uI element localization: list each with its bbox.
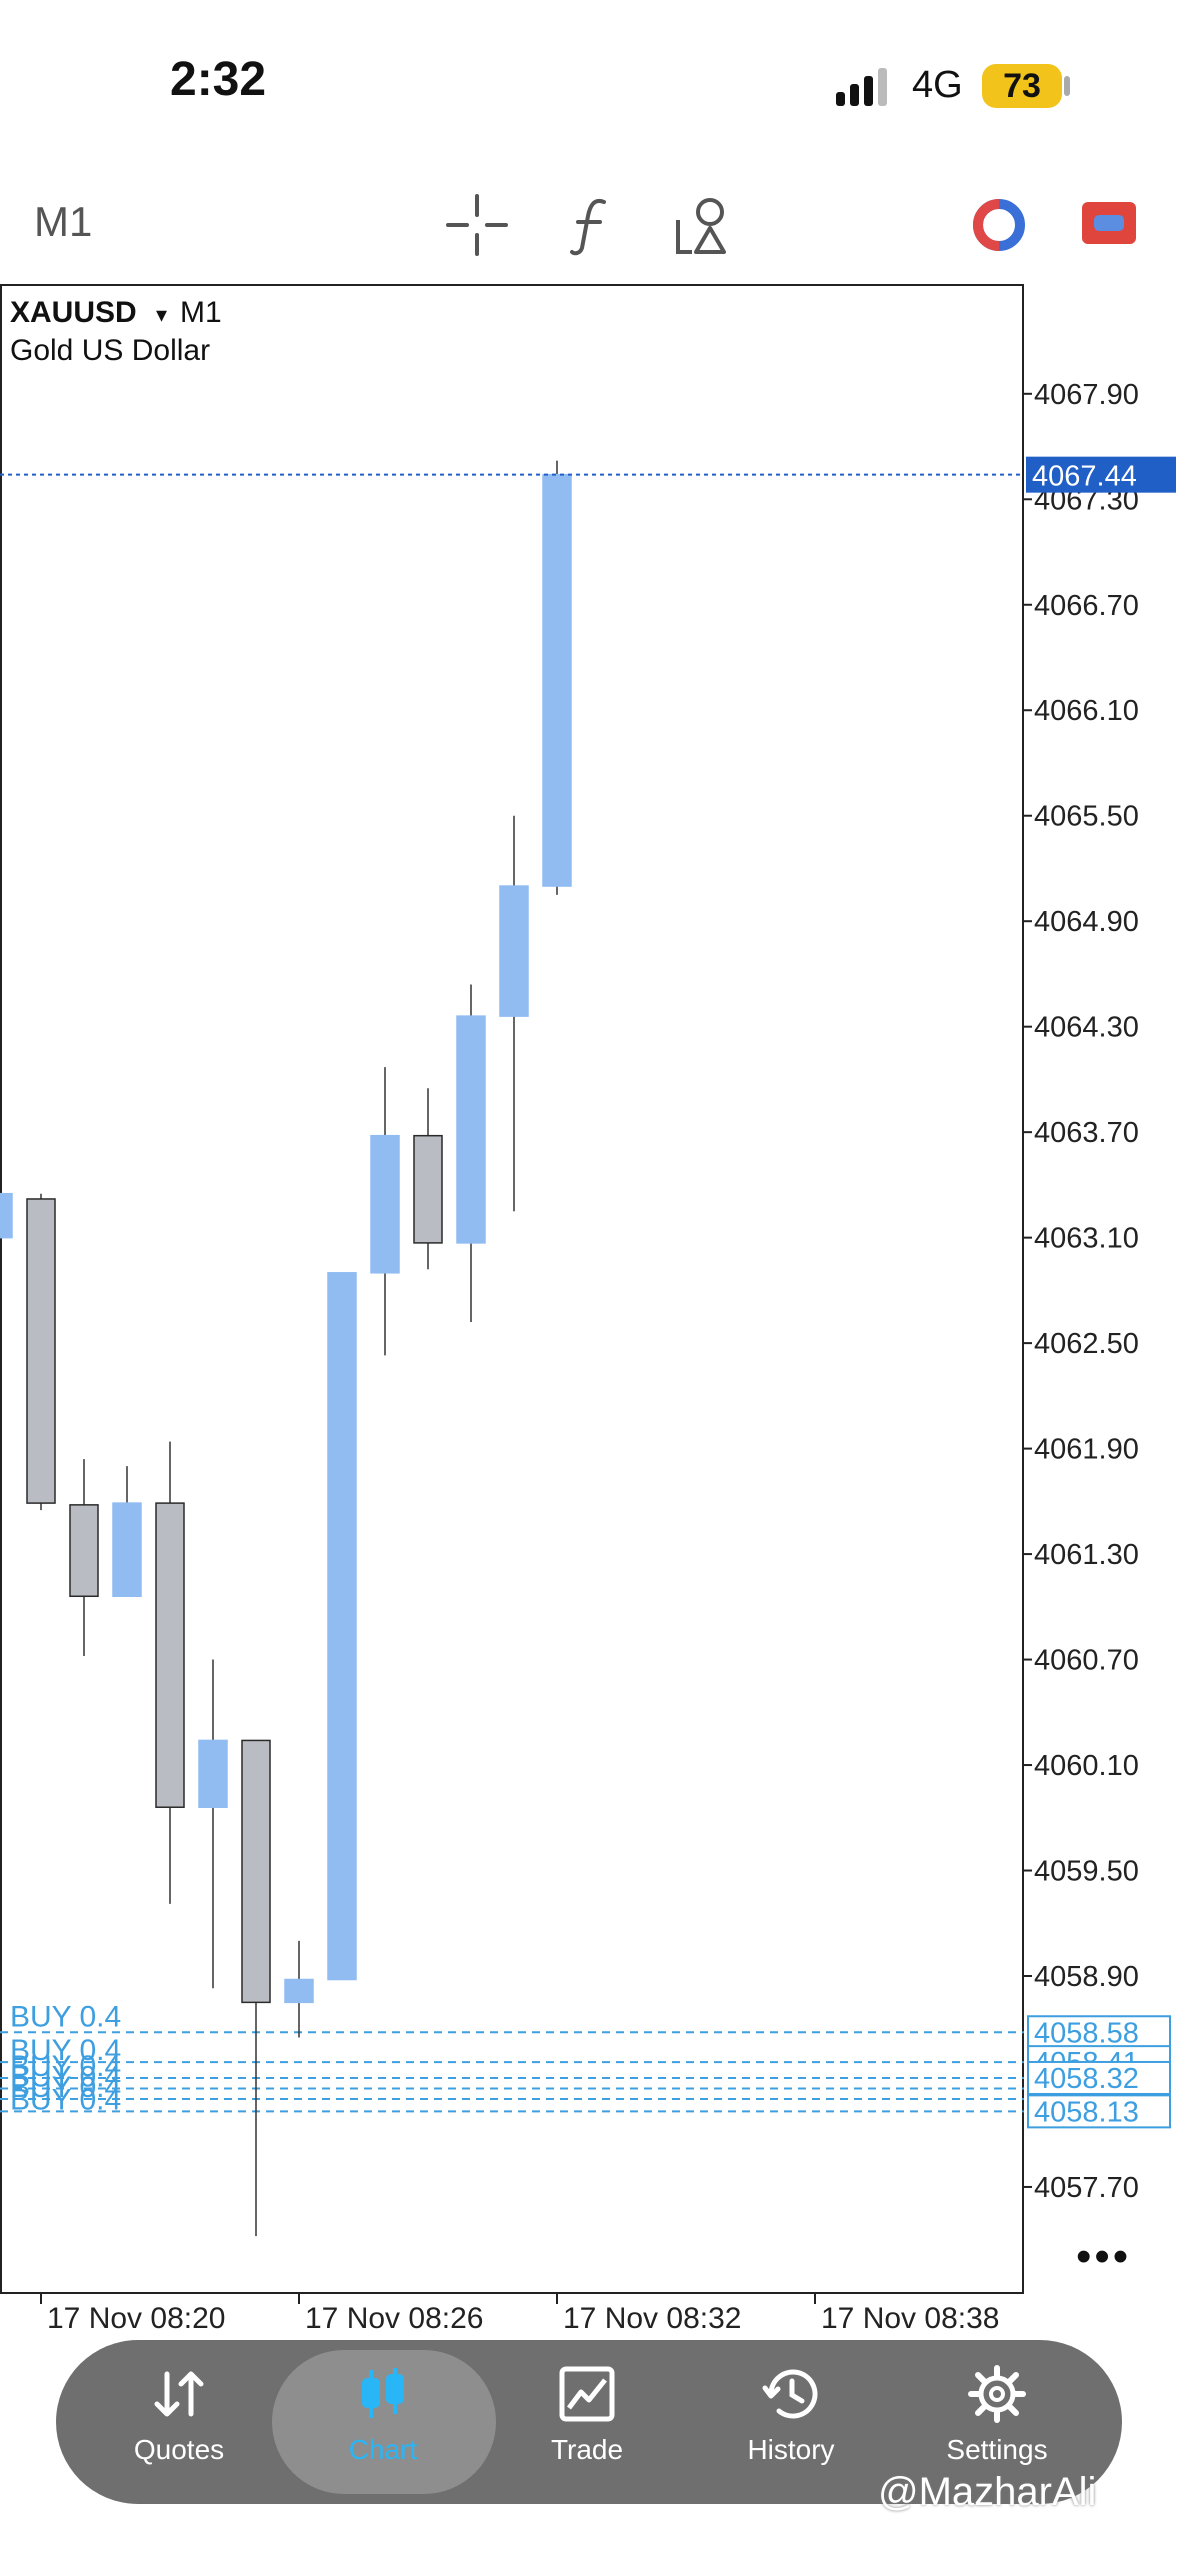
- candle-body: [0, 1192, 13, 1239]
- y-tick-label: 4067.90: [1034, 379, 1139, 411]
- battery-cap: [1064, 76, 1070, 96]
- battery-level: 73: [1003, 67, 1041, 105]
- order-line-label: BUY 0.4: [10, 2050, 121, 2083]
- candles-icon: [362, 2368, 404, 2418]
- nav-trade[interactable]: Trade: [492, 2354, 682, 2494]
- function-icon[interactable]: [556, 190, 626, 260]
- clock-icon: [762, 2369, 818, 2419]
- candle-body: [112, 1502, 142, 1598]
- candle-body: [155, 1502, 185, 1808]
- y-tick-label: 4065.50: [1034, 801, 1139, 833]
- nav-quotes[interactable]: Quotes: [84, 2354, 274, 2494]
- y-tick-label: 4064.90: [1034, 906, 1139, 938]
- network-type: 4G: [912, 64, 963, 106]
- symbol-dropdown-icon[interactable]: ▾: [156, 302, 168, 327]
- order-price-box: [1027, 2094, 1171, 2129]
- nav-settings[interactable]: Settings: [902, 2354, 1092, 2494]
- watermark: @MazharAli: [878, 2470, 1097, 2514]
- more-options-icon[interactable]: •••: [1076, 2232, 1132, 2281]
- battery-icon: 73: [982, 64, 1062, 108]
- nav-quotes-label: Quotes: [133, 2434, 225, 2465]
- order-price-label: 4058.32: [1034, 2063, 1139, 2095]
- candle-body: [370, 1134, 400, 1274]
- candle-body: [456, 1015, 486, 1244]
- y-tick-label: 4061.30: [1034, 1539, 1139, 1571]
- order-line-label: BUY 0.4: [10, 2071, 121, 2104]
- timeframe-button[interactable]: M1: [34, 198, 93, 245]
- y-tick-label: 4063.10: [1034, 1223, 1139, 1255]
- order-price-label: 4058.13: [1034, 2096, 1139, 2128]
- order-price-label: 4058.58: [1034, 2017, 1139, 2049]
- nav-history-label: History: [747, 2434, 835, 2465]
- order-line-label: BUY 0.4: [10, 2000, 121, 2033]
- chart-frame[interactable]: [0, 284, 1024, 2294]
- x-tick-label: 17 Nov 08:38: [821, 2302, 999, 2334]
- objects-icon[interactable]: [668, 190, 738, 260]
- candle-body: [542, 473, 572, 887]
- y-tick-label: 4062.50: [1034, 1328, 1139, 1360]
- one-click-trading-icon[interactable]: [970, 196, 1028, 254]
- order-line-label: BUY 0.4: [10, 2034, 121, 2067]
- symbol-name[interactable]: XAUUSD: [10, 296, 137, 329]
- symbol-description: Gold US Dollar: [10, 334, 211, 367]
- nav-active-indicator: [272, 2350, 496, 2494]
- current-price-box: [1026, 456, 1176, 493]
- nav-settings-label: Settings: [946, 2434, 1048, 2465]
- status-time: 2:32: [170, 53, 267, 106]
- y-tick-label: 4064.30: [1034, 1012, 1139, 1044]
- order-line-label: BUY 0.4: [10, 2083, 121, 2116]
- gear-icon: [968, 2365, 1026, 2423]
- account-icon[interactable]: [1080, 200, 1138, 246]
- candle-body: [198, 1739, 228, 1808]
- candlestick-chart[interactable]: 4067.904067.304066.704066.104065.504064.…: [0, 284, 1178, 2334]
- x-tick-label: 17 Nov 08:26: [305, 2302, 483, 2334]
- x-tick-label: 17 Nov 08:20: [47, 2302, 225, 2334]
- candle-body: [499, 885, 529, 1017]
- crosshair-icon[interactable]: [442, 190, 512, 260]
- y-tick-label: 4063.70: [1034, 1117, 1139, 1149]
- order-price-box: [1027, 2015, 1171, 2050]
- candle-body: [69, 1504, 99, 1598]
- order-line-label: BUY 0.4: [10, 2061, 121, 2094]
- trend-icon: [559, 2366, 615, 2422]
- y-tick-label: 4061.90: [1034, 1434, 1139, 1466]
- nav-history[interactable]: History: [696, 2354, 886, 2494]
- y-tick-label: 4066.10: [1034, 695, 1139, 727]
- y-tick-label: 4060.70: [1034, 1645, 1139, 1677]
- candle-body: [284, 1978, 314, 2004]
- arrows-icon: [154, 2371, 204, 2417]
- candle-body: [413, 1134, 443, 1244]
- chart-timeframe: M1: [180, 296, 222, 329]
- order-price-box: [1027, 2060, 1171, 2095]
- current-price-label: 4067.44: [1032, 461, 1137, 493]
- y-tick-label: 4059.50: [1034, 1856, 1139, 1888]
- candle-body: [241, 1739, 271, 2004]
- nav-chart[interactable]: Chart: [288, 2354, 478, 2494]
- candle-body: [327, 1272, 357, 1981]
- y-tick-label: 4066.70: [1034, 590, 1139, 622]
- nav-chart-label: Chart: [348, 2434, 418, 2465]
- signal-icon: [836, 68, 892, 106]
- y-tick-label: 4060.10: [1034, 1750, 1139, 1782]
- nav-trade-label: Trade: [550, 2434, 624, 2465]
- x-tick-label: 17 Nov 08:32: [563, 2302, 741, 2334]
- candle-body: [26, 1198, 56, 1504]
- y-tick-label: 4058.90: [1034, 1961, 1139, 1993]
- y-tick-label: 4057.70: [1034, 2172, 1139, 2204]
